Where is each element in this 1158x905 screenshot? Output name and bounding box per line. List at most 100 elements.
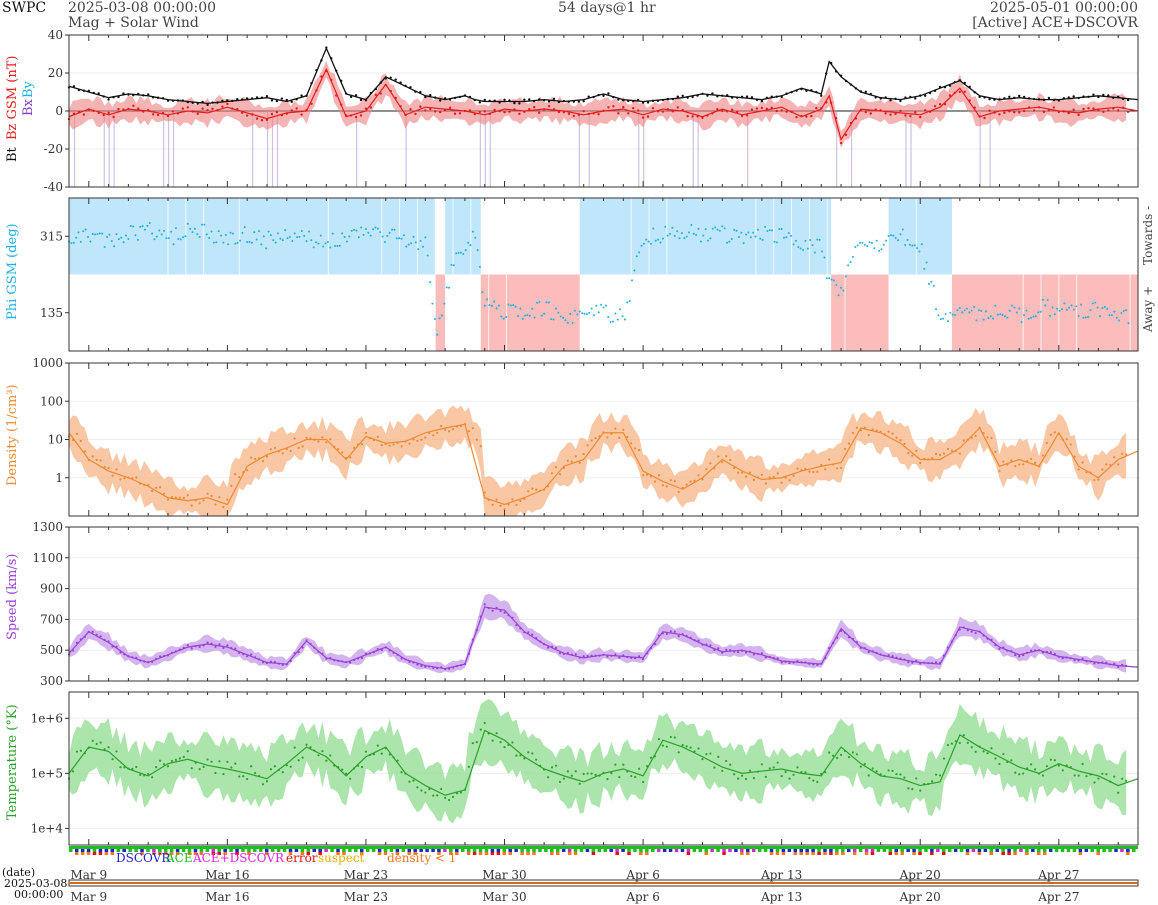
density-point [95, 458, 98, 461]
phi-point [954, 313, 957, 316]
bz-point [542, 108, 546, 111]
temperature-point [313, 749, 316, 752]
speed-point [412, 661, 415, 664]
phi-point [982, 318, 985, 321]
phi-point [547, 301, 550, 304]
negative-bz-band [578, 111, 580, 187]
phi-point [452, 264, 455, 267]
status-flag-mark [490, 852, 495, 855]
bz-point [894, 112, 897, 116]
status-legend-dscovr: DSCOVR [116, 851, 171, 865]
speed-point [479, 615, 482, 618]
density-point [546, 485, 550, 488]
density-point [190, 504, 193, 507]
phi-point [1087, 315, 1090, 318]
bz-point [874, 108, 877, 111]
speed-point [99, 635, 102, 638]
bt-point [1126, 98, 1130, 102]
phi-point [581, 312, 584, 315]
status-flag-mark [318, 852, 322, 855]
bz-point [142, 110, 145, 113]
phi-point [146, 224, 149, 227]
temperature-point [871, 767, 874, 770]
density-point [808, 470, 811, 473]
phi-point [569, 312, 572, 315]
status-flag-mark [1126, 852, 1130, 855]
density-point [79, 439, 82, 443]
bt-point [948, 84, 952, 87]
density-point [883, 433, 886, 436]
phi-point [96, 233, 99, 236]
status-flag-mark [86, 852, 91, 855]
bt-point [844, 79, 848, 83]
bz-point [602, 109, 605, 112]
speed-ytick-label: 1300 [32, 520, 63, 534]
negative-bz-band [643, 111, 645, 187]
phi-point [526, 314, 529, 317]
speed-point [689, 636, 692, 639]
status-source-mark [668, 849, 673, 852]
bt-point [547, 100, 551, 103]
phi-point [395, 237, 398, 240]
speed-point [234, 647, 237, 650]
phi-point [203, 223, 206, 226]
bz-point [765, 107, 769, 110]
phi-point [676, 230, 679, 233]
phi-point [535, 301, 538, 304]
bt-point [834, 70, 838, 73]
phi-point [464, 249, 467, 252]
negative-bz-band [588, 111, 590, 187]
density-point [756, 476, 760, 479]
phi-point [148, 221, 151, 224]
temperature-point [158, 759, 162, 762]
temperature-point [1045, 765, 1049, 768]
temperature-point [115, 750, 118, 753]
negative-bz-band [113, 111, 115, 187]
speed-point [978, 630, 981, 633]
bz-point [369, 106, 373, 109]
density-point [796, 467, 799, 470]
x-tick-label-bottom: Mar 9 [70, 890, 107, 904]
bz-point [191, 110, 194, 113]
bt-point [968, 85, 971, 88]
bz-point [1067, 111, 1070, 115]
status-legend-suspect: suspect [318, 851, 365, 865]
density-point [253, 457, 257, 461]
bz-point [612, 105, 615, 108]
phi-point [1011, 304, 1014, 307]
speed-point [440, 666, 443, 669]
speed-point [907, 661, 910, 664]
temperature-point [412, 779, 415, 782]
speed-point [733, 650, 736, 653]
speed-point [768, 655, 771, 658]
bz-point [374, 93, 378, 97]
bz-point [414, 112, 417, 116]
bz-point [231, 107, 234, 110]
bz-point [617, 112, 620, 115]
phi-point [951, 313, 954, 316]
temperature-point [543, 768, 546, 771]
speed-point [847, 636, 851, 639]
bz-point [394, 96, 397, 100]
speed-point [1053, 652, 1056, 656]
status-flag-mark [686, 852, 691, 855]
speed-point [946, 646, 950, 649]
status-flag-mark [187, 852, 192, 855]
phi-point [973, 305, 976, 308]
bz-point [998, 113, 1001, 116]
phi-point [664, 225, 667, 228]
density-point [792, 474, 795, 477]
status-source-mark [1096, 849, 1100, 852]
speed-point [384, 646, 387, 649]
status-source-mark [627, 849, 631, 852]
bt-point [389, 76, 392, 79]
density-point [491, 503, 494, 506]
status-legend-ace-dscovr: ACE+DSCOVR [192, 851, 285, 865]
temperature-point [147, 772, 150, 776]
bz-point [899, 109, 902, 113]
phi-point [300, 230, 303, 233]
bz-point [973, 106, 976, 109]
status-flag-mark [478, 852, 483, 855]
temperature-point [499, 741, 502, 744]
temperature-point [392, 756, 395, 759]
